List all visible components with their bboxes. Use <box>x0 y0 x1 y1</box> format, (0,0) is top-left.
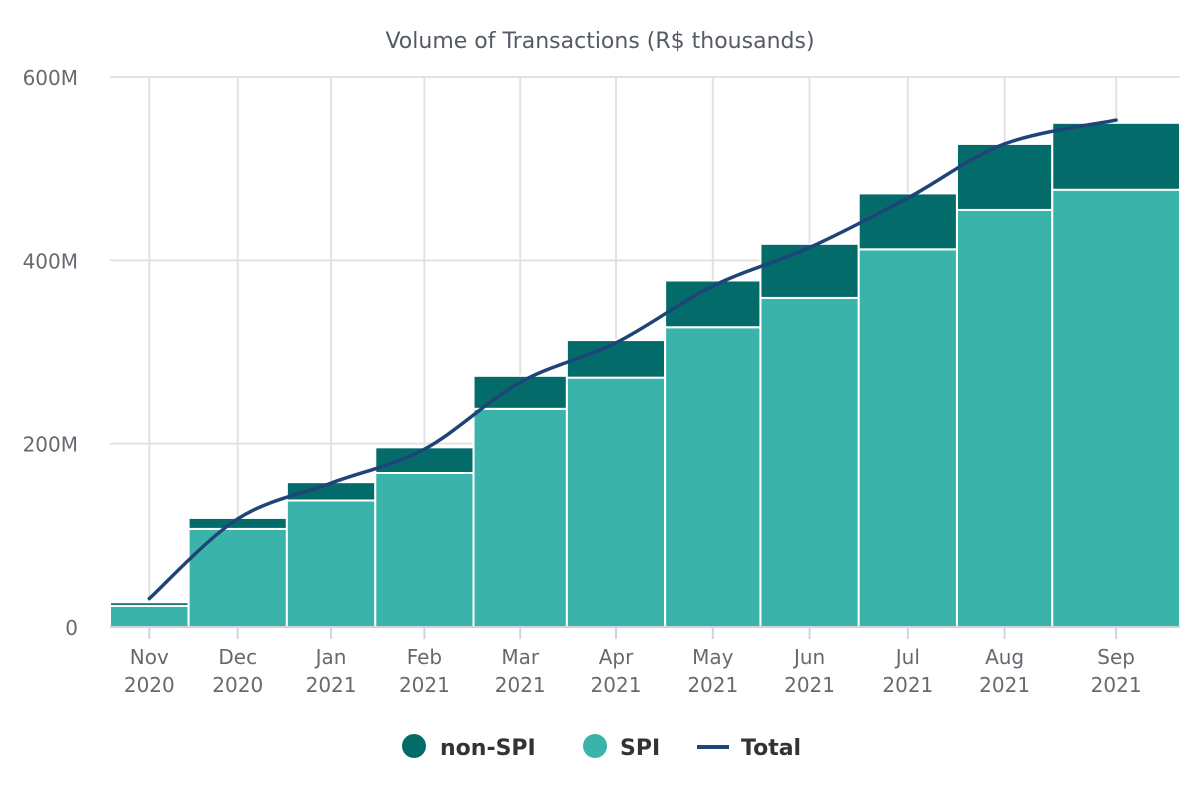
legend-item-total[interactable]: Total <box>697 736 801 761</box>
bar-non-spi-apr[interactable] <box>565 339 667 379</box>
x-tick-year: 2020 <box>212 673 263 697</box>
bar-non-spi-jul[interactable] <box>857 192 958 251</box>
x-tick-year: 2021 <box>399 673 450 697</box>
bar-spi-jan[interactable] <box>285 499 377 628</box>
bar-non-spi-nov[interactable] <box>109 601 190 607</box>
bar-non-spi-sep[interactable] <box>1051 121 1182 191</box>
x-tick-month: Jan <box>314 645 347 669</box>
x-tick-year: 2021 <box>591 673 642 697</box>
y-axis: 0 200M 400M 600M <box>23 66 78 640</box>
legend-label: non-SPI <box>440 736 536 761</box>
bar-spi-mar[interactable] <box>472 407 568 629</box>
x-tick-month: Jul <box>894 645 920 669</box>
x-axis: Nov 2020 Dec 2020 Jan 2021 Feb 2021 Mar 2021 Apr 20… <box>124 627 1142 697</box>
y-tick-label: 200M <box>23 433 78 457</box>
legend-label: SPI <box>620 736 660 761</box>
x-tick-month: Sep <box>1097 645 1135 669</box>
legend-item-non-spi[interactable]: non-SPI <box>402 734 536 761</box>
bars <box>109 121 1182 629</box>
legend-label: Total <box>741 736 801 761</box>
y-tick-label: 400M <box>23 249 78 273</box>
x-tick-month: Apr <box>599 645 634 669</box>
bar-spi-apr[interactable] <box>565 376 667 628</box>
bar-non-spi-feb[interactable] <box>374 446 475 475</box>
x-tick-month: Feb <box>407 645 442 669</box>
legend[interactable]: non-SPI SPI Total <box>402 734 801 761</box>
x-tick-year: 2021 <box>495 673 546 697</box>
x-tick-year: 2021 <box>1091 673 1142 697</box>
bar-spi-feb[interactable] <box>374 472 475 628</box>
bar-spi-nov[interactable] <box>109 604 190 629</box>
bar-non-spi-jun[interactable] <box>759 242 860 299</box>
bar-spi-may[interactable] <box>664 326 762 628</box>
x-tick-year: 2021 <box>882 673 933 697</box>
x-tick-year: 2021 <box>784 673 835 697</box>
legend-swatch-circle <box>402 734 426 758</box>
x-tick-month: May <box>692 645 734 669</box>
x-tick-month: Mar <box>501 645 540 669</box>
x-tick-month: Jun <box>792 645 825 669</box>
y-tick-label: 600M <box>23 66 78 90</box>
total-line[interactable] <box>147 118 1118 601</box>
total-line-layer <box>147 118 1118 601</box>
x-tick-month: Aug <box>985 645 1024 669</box>
bar-spi-sep[interactable] <box>1051 188 1182 628</box>
legend-swatch-circle <box>583 734 607 758</box>
x-tick-year: 2021 <box>687 673 738 697</box>
bar-spi-dec[interactable] <box>187 527 288 629</box>
x-tick-month: Dec <box>218 645 257 669</box>
chart-title: Volume of Transactions (R$ thousands) <box>385 29 814 54</box>
bar-spi-jul[interactable] <box>857 248 958 628</box>
bar-spi-aug[interactable] <box>955 208 1054 629</box>
x-tick-year: 2021 <box>306 673 357 697</box>
x-tick-year: 2021 <box>979 673 1030 697</box>
y-tick-label: 0 <box>65 616 78 640</box>
x-tick-year: 2020 <box>124 673 175 697</box>
x-tick-month: Nov <box>130 645 169 669</box>
bar-non-spi-aug[interactable] <box>955 142 1054 211</box>
legend-item-spi[interactable]: SPI <box>583 734 660 761</box>
bar-spi-jun[interactable] <box>759 296 860 628</box>
